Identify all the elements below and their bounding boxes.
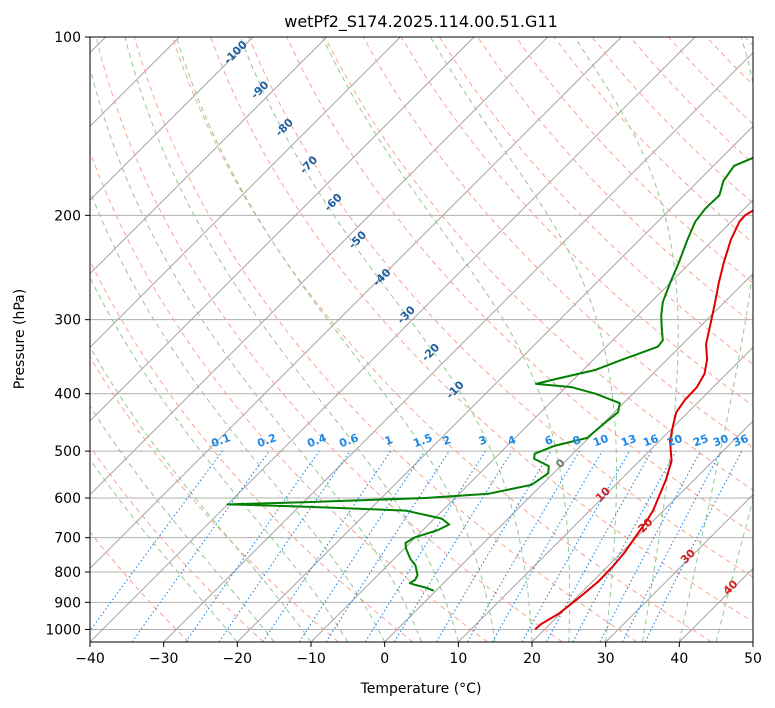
x-tick-label: 40 [670, 651, 688, 667]
isotherm-line [384, 273, 753, 642]
mixing-ratio-line [218, 450, 351, 642]
dry-adiabat-line [210, 37, 753, 623]
isotherm-line [90, 37, 401, 348]
mixing-ratio-label: 25 [691, 432, 710, 449]
x-axis-label: Temperature (°C) [360, 681, 482, 697]
mixing-ratio-label: 0.6 [337, 431, 360, 450]
y-tick-label: 500 [54, 444, 81, 460]
dry-adiabat-line [248, 37, 753, 578]
y-tick-label: 1000 [45, 622, 81, 638]
mixing-ratio-line [185, 450, 320, 642]
dry-adiabat-line [171, 37, 712, 642]
moist-adiabat-line [124, 37, 459, 642]
isotherm-line [90, 37, 622, 569]
mixing-ratio-label: 0.1 [209, 431, 232, 450]
dry-adiabat-line [439, 37, 753, 366]
x-tick-label: −20 [223, 651, 253, 667]
moist-adiabat-line [90, 189, 386, 642]
mixing-ratio-line [644, 450, 743, 642]
mixing-ratio-label: 0.4 [305, 431, 328, 450]
y-tick-label: 300 [54, 313, 81, 329]
isotherm-line [163, 52, 753, 642]
x-tick-label: −30 [149, 651, 179, 667]
y-tick-label: 100 [54, 30, 81, 46]
mixing-ratio-line [131, 450, 270, 642]
mixing-ratio-label: 1.5 [411, 431, 434, 450]
mixing-ratio-label: 6 [543, 433, 555, 448]
y-tick-label: 600 [54, 491, 81, 507]
mixing-ratio-label: 10 [591, 432, 610, 450]
moist-adiabat-line [430, 37, 618, 642]
sounding-line [226, 156, 753, 592]
y-axis-ticks: 100 200 300 400 500 600 700 800 900 1000 [45, 30, 90, 638]
y-tick-label: 200 [54, 208, 81, 224]
mixing-ratio-label: 16 [641, 432, 660, 450]
mixing-ratio-line [262, 450, 392, 642]
mixing-ratio-line [298, 450, 425, 642]
y-tick-label: 800 [54, 565, 81, 581]
isotherm-line [237, 125, 753, 642]
mixing-ratio-label: 36 [731, 432, 750, 450]
dry-adiabat-line [90, 531, 190, 642]
mixing-ratio-label: 13 [619, 432, 638, 449]
x-axis-ticks: −40 −30 −20 −10 0 10 20 30 40 50 [75, 642, 762, 667]
x-tick-label: 0 [380, 651, 389, 667]
plot-background [90, 37, 753, 642]
chart-title: wetPf2_S174.2025.114.00.51.G11 [284, 12, 558, 32]
moist-adiabat-line [90, 458, 238, 642]
x-tick-label: 20 [523, 651, 541, 667]
moist-adiabat-line [574, 37, 679, 642]
x-tick-label: 10 [449, 651, 467, 667]
moist-adiabat-line [175, 37, 496, 642]
dry-adiabat-line [90, 356, 339, 642]
sounding-traces [226, 156, 753, 631]
isotherm-line [752, 641, 753, 642]
mixing-ratio-label: 2 [441, 433, 453, 448]
isotherm-line [458, 346, 753, 642]
isotherm-line [605, 494, 753, 642]
isotherm-line [90, 37, 475, 422]
moist-adiabat-line [90, 276, 349, 642]
x-tick-label: 30 [597, 651, 615, 667]
mixing-ratio-line [521, 450, 630, 642]
dry-adiabat-line [515, 37, 753, 284]
mixing-ratio-line [90, 450, 223, 632]
mixing-ratio-line [325, 450, 450, 642]
dry-adiabat-line [90, 445, 264, 642]
x-tick-label: −10 [296, 651, 326, 667]
dry-adiabat-line [95, 37, 563, 642]
moist-adiabat-line [322, 37, 571, 642]
isotherm-line [90, 37, 254, 201]
x-tick-label: 50 [744, 651, 762, 667]
moist-adiabat-line [90, 405, 275, 642]
isotherm-line [90, 37, 327, 275]
mixing-ratio-label: 0.2 [255, 431, 278, 450]
mixing-ratio-label: 30 [711, 432, 730, 450]
plot-frame [89, 36, 754, 643]
y-axis-label: Pressure (hPa) [12, 289, 28, 389]
sounding-line [534, 209, 753, 631]
dry-adiabat-line [90, 150, 488, 642]
mixing-ratio-label: 20 [665, 432, 684, 450]
dry-adiabat-line [90, 259, 414, 642]
y-tick-label: 900 [54, 595, 81, 611]
moist-adiabat-line [239, 37, 533, 642]
moist-adiabat-line [90, 345, 312, 642]
x-tick-label: −40 [75, 651, 105, 667]
dry-adiabat-line [286, 37, 753, 534]
mixing-ratio-label: 8 [571, 433, 583, 448]
isotherm-line [90, 37, 548, 496]
dry-adiabat-line [400, 37, 753, 407]
mixing-ratio-label: 1 [383, 433, 395, 448]
moist-adiabats [90, 37, 753, 642]
y-tick-label: 400 [54, 387, 81, 403]
moist-adiabat-line [90, 66, 422, 642]
y-tick-label: 700 [54, 531, 81, 547]
mixing-ratio-label: 3 [477, 433, 489, 448]
mixing-ratio-line [545, 450, 653, 642]
mixing-ratio-label: 4 [506, 433, 518, 448]
